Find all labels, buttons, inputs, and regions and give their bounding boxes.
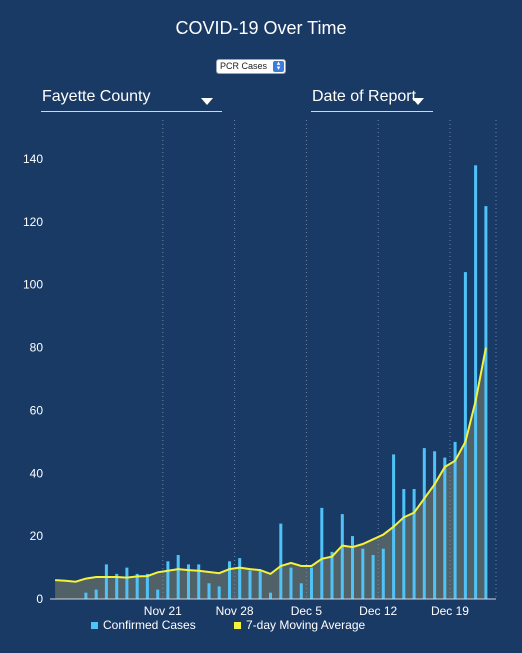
bar-confirmed-cases xyxy=(433,451,437,599)
county-dropdown-label: Fayette County xyxy=(42,88,151,105)
bar-confirmed-cases xyxy=(340,514,344,599)
x-tick-label: Nov 28 xyxy=(216,604,254,618)
bar-confirmed-cases xyxy=(135,573,139,599)
bar-confirmed-cases xyxy=(463,272,467,599)
y-tick-label: 100 xyxy=(23,278,43,292)
chevron-down-icon[interactable] xyxy=(201,98,213,105)
bar-confirmed-cases xyxy=(443,457,447,599)
legend-moving-average: 7-day Moving Average xyxy=(234,618,365,632)
y-tick-label: 0 xyxy=(36,592,43,606)
bar-confirmed-cases xyxy=(361,548,365,599)
legend-confirmed-cases: Confirmed Cases xyxy=(91,618,196,632)
bar-confirmed-cases xyxy=(310,567,313,599)
bar-confirmed-cases xyxy=(104,564,108,599)
county-dropdown[interactable]: Fayette County xyxy=(41,84,222,112)
bar-confirmed-cases xyxy=(371,555,375,599)
date-type-dropdown-label: Date of Report xyxy=(312,88,417,105)
bar-confirmed-cases xyxy=(238,558,242,599)
chart-title: COVID-19 Over Time xyxy=(175,18,347,38)
legend-swatch-average xyxy=(234,621,241,629)
bar-confirmed-cases xyxy=(176,555,180,599)
legend-swatch-cases xyxy=(91,621,98,629)
bar-confirmed-cases xyxy=(330,551,334,599)
bar-confirmed-cases xyxy=(351,536,354,599)
x-tick-label: Dec 12 xyxy=(359,604,397,618)
bar-confirmed-cases xyxy=(217,586,221,599)
bar-confirmed-cases xyxy=(381,548,385,599)
metric-select[interactable]: PCR Cases ▴ ▾ xyxy=(216,59,286,74)
stepper-arrows-icon[interactable]: ▴ ▾ xyxy=(273,60,284,72)
moving-average-line xyxy=(55,347,487,583)
bar-confirmed-cases xyxy=(156,589,160,599)
y-tick-label: 60 xyxy=(30,403,44,417)
bar-confirmed-cases xyxy=(412,489,416,599)
x-tick-label: Dec 5 xyxy=(291,604,323,618)
bar-confirmed-cases xyxy=(402,489,406,599)
bar-confirmed-cases xyxy=(166,561,170,599)
bar-confirmed-cases xyxy=(422,448,426,599)
bar-confirmed-cases xyxy=(248,570,252,599)
x-tick-label: Nov 21 xyxy=(144,604,182,618)
date-type-dropdown[interactable]: Date of Report xyxy=(311,84,433,112)
x-tick-label: Dec 19 xyxy=(431,604,469,618)
y-tick-label: 20 xyxy=(30,529,44,543)
bar-confirmed-cases xyxy=(484,206,488,599)
bar-confirmed-cases xyxy=(84,592,88,599)
bar-confirmed-cases xyxy=(453,441,457,599)
y-tick-label: 140 xyxy=(23,152,43,166)
bar-confirmed-cases xyxy=(115,573,119,599)
bar-confirmed-cases xyxy=(197,564,201,599)
bar-confirmed-cases xyxy=(228,561,231,599)
bar-confirmed-cases xyxy=(258,570,262,599)
bar-confirmed-cases xyxy=(289,567,293,599)
legend-label-average: 7-day Moving Average xyxy=(246,618,366,632)
bar-confirmed-cases xyxy=(474,165,478,600)
bar-confirmed-cases xyxy=(269,592,272,599)
bar-confirmed-cases xyxy=(207,583,211,599)
y-tick-label: 120 xyxy=(23,215,43,229)
bar-confirmed-cases xyxy=(145,573,149,599)
bar-confirmed-cases xyxy=(187,564,190,599)
chevron-down-icon[interactable] xyxy=(412,98,424,105)
metric-select-value: PCR Cases xyxy=(220,61,268,71)
y-tick-label: 80 xyxy=(30,341,44,355)
bar-confirmed-cases xyxy=(125,567,129,599)
y-tick-label: 40 xyxy=(30,466,44,480)
bar-confirmed-cases xyxy=(94,589,98,599)
legend-label-cases: Confirmed Cases xyxy=(103,618,196,632)
bar-confirmed-cases xyxy=(279,523,283,599)
bar-confirmed-cases xyxy=(320,507,324,599)
moving-average-area xyxy=(55,347,486,599)
bar-confirmed-cases xyxy=(299,583,303,599)
